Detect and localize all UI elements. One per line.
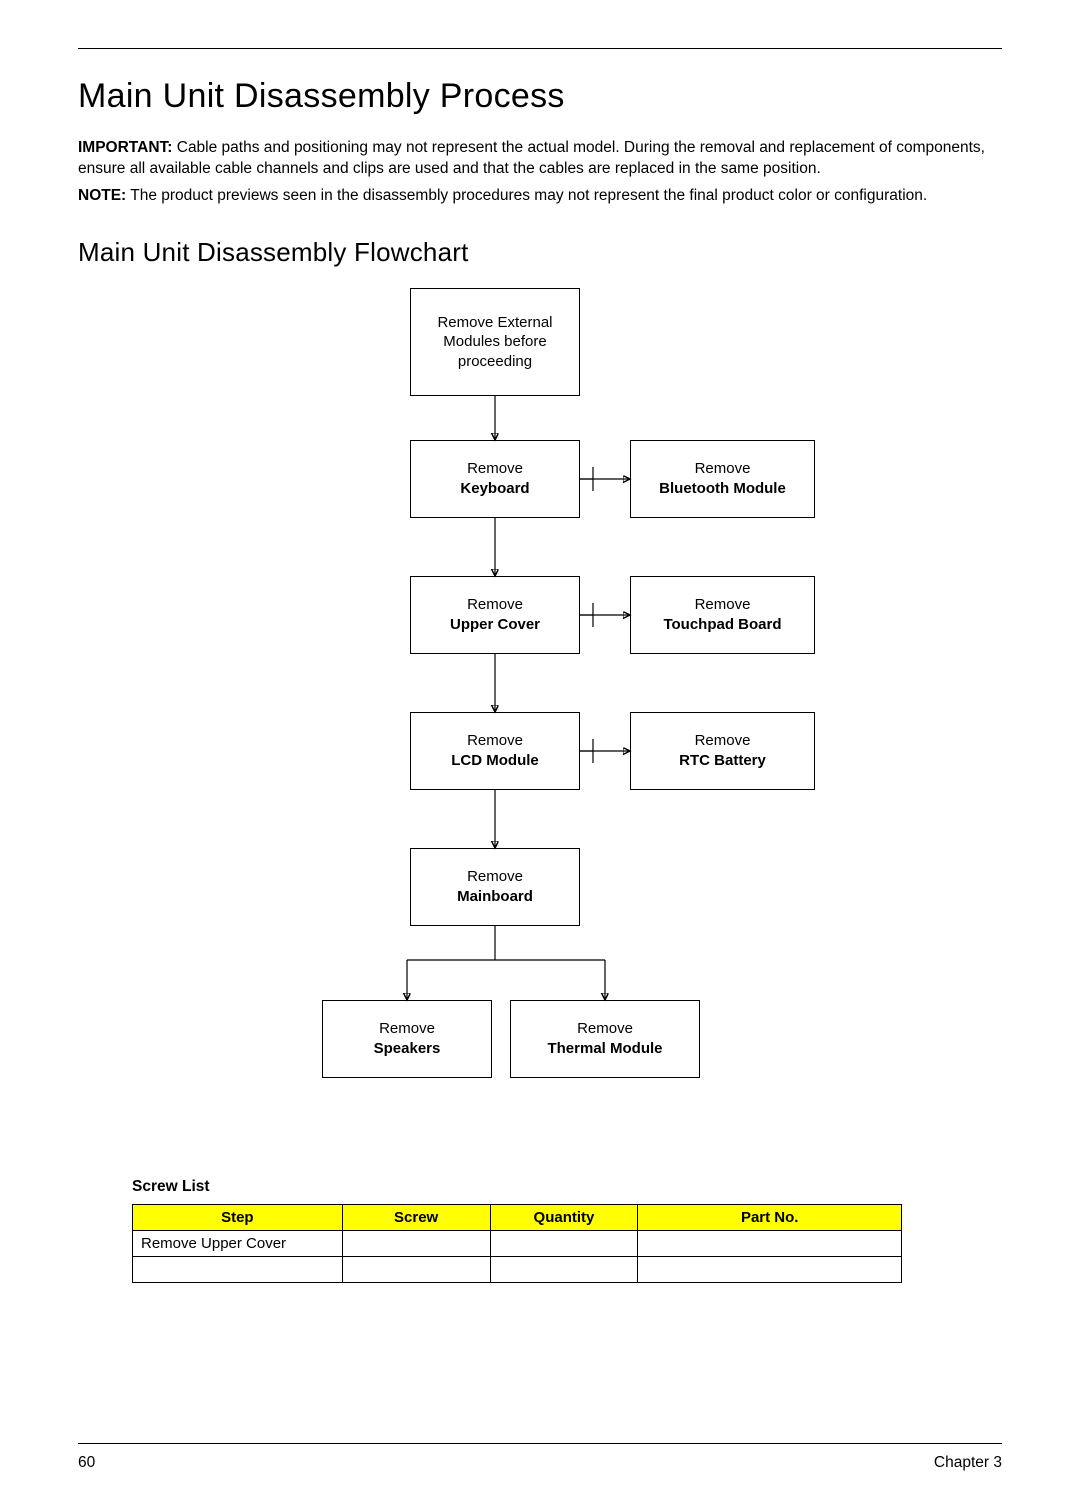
chapter-label: Chapter 3 — [934, 1454, 1002, 1472]
important-label: IMPORTANT: — [78, 139, 172, 156]
note-paragraph: NOTE: The product previews seen in the d… — [78, 186, 1002, 207]
note-text: The product previews seen in the disasse… — [126, 187, 927, 204]
table-row — [133, 1256, 902, 1282]
important-text: Cable paths and positioning may not repr… — [78, 139, 985, 177]
table-header: Step — [133, 1204, 343, 1230]
flowchart-title: Main Unit Disassembly Flowchart — [78, 237, 1002, 268]
table-header: Part No. — [638, 1204, 902, 1230]
screw-list-table: StepScrewQuantityPart No.Remove Upper Co… — [132, 1204, 902, 1283]
note-label: NOTE: — [78, 187, 126, 204]
page-footer: 60 Chapter 3 — [78, 1443, 1002, 1472]
top-rule — [78, 48, 1002, 49]
table-row: Remove Upper Cover — [133, 1230, 902, 1256]
screw-list-title: Screw List — [132, 1178, 1002, 1196]
table-header: Quantity — [490, 1204, 638, 1230]
page-number: 60 — [78, 1454, 95, 1472]
important-paragraph: IMPORTANT: Cable paths and positioning m… — [78, 138, 1002, 180]
table-header: Screw — [342, 1204, 490, 1230]
page-title: Main Unit Disassembly Process — [78, 77, 1002, 116]
flowchart: Remove ExternalModules beforeproceedingR… — [78, 288, 1002, 1158]
flowchart-arrows — [78, 288, 1002, 1158]
